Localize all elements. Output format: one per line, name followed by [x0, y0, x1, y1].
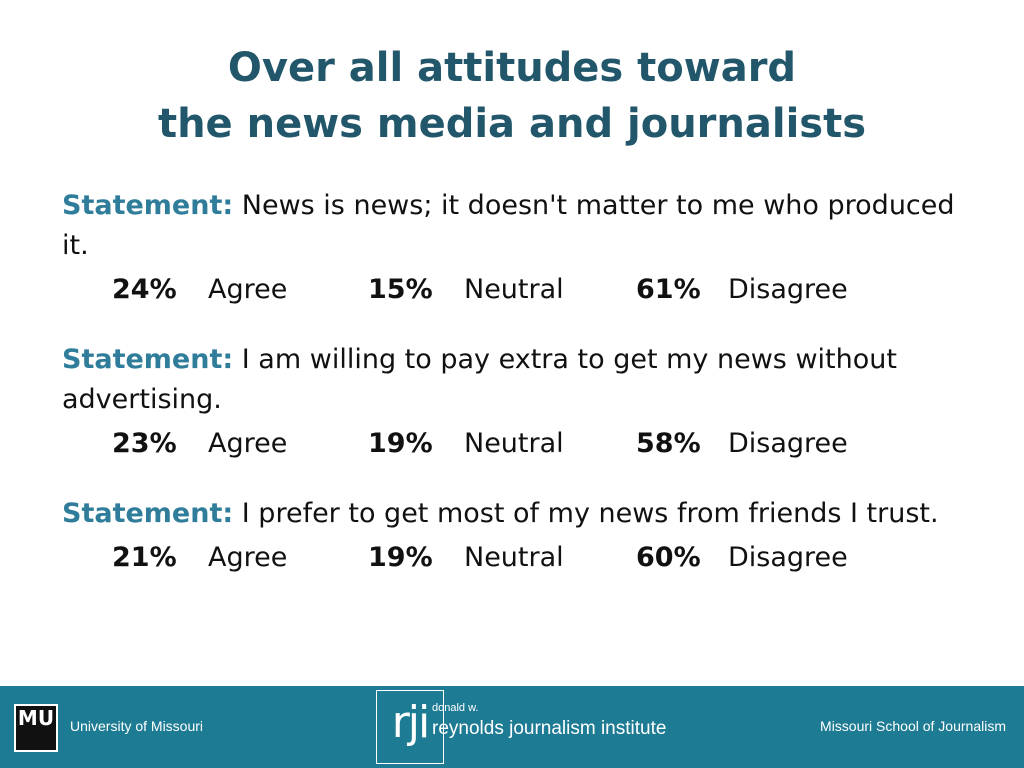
disagree-label: Disagree [728, 428, 848, 459]
rji-institute-name: reynolds journalism institute [432, 718, 667, 739]
slide-title-line-2: the news media and journalists [157, 101, 867, 147]
agree-percent: 21% [112, 542, 177, 573]
result-row-1: 24% Agree 15% Neutral 61% Disagree [62, 266, 972, 314]
rji-small-text: donald w. [432, 702, 479, 714]
agree-label: Agree [208, 274, 288, 305]
university-of-missouri-logo: MU [14, 704, 58, 752]
rji-logo: rji [376, 690, 444, 764]
slide-title: Over all attitudes toward the news media… [0, 40, 1024, 152]
disagree-label: Disagree [728, 274, 848, 305]
statement-1: Statement: News is news; it doesn't matt… [62, 186, 972, 266]
statements-list: Statement: News is news; it doesn't matt… [62, 186, 972, 608]
disagree-label: Disagree [728, 542, 848, 573]
mu-logo-text: MU [17, 706, 55, 730]
statement-text: I prefer to get most of my news from fri… [241, 498, 939, 529]
slide-title-line-1: Over all attitudes toward [227, 45, 797, 91]
agree-label: Agree [208, 542, 288, 573]
statement-text: I am willing to pay extra to get my news… [62, 344, 897, 415]
university-name: University of Missouri [70, 718, 204, 734]
statement-3: Statement: I prefer to get most of my ne… [62, 494, 972, 534]
agree-label: Agree [208, 428, 288, 459]
neutral-percent: 19% [368, 542, 433, 573]
neutral-percent: 19% [368, 428, 433, 459]
result-row-3: 21% Agree 19% Neutral 60% Disagree [62, 534, 972, 582]
statement-label: Statement: [62, 498, 234, 529]
agree-percent: 24% [112, 274, 177, 305]
disagree-percent: 58% [636, 428, 701, 459]
neutral-label: Neutral [464, 274, 564, 305]
statement-text: News is news; it doesn't matter to me wh… [62, 190, 955, 261]
agree-percent: 23% [112, 428, 177, 459]
result-row-2: 23% Agree 19% Neutral 58% Disagree [62, 420, 972, 468]
disagree-percent: 61% [636, 274, 701, 305]
neutral-label: Neutral [464, 542, 564, 573]
neutral-label: Neutral [464, 428, 564, 459]
statement-2: Statement: I am willing to pay extra to … [62, 340, 972, 420]
statement-label: Statement: [62, 190, 234, 221]
disagree-percent: 60% [636, 542, 701, 573]
footer-bar: MU University of Missouri rji donald w. … [0, 686, 1024, 768]
journalism-school-name: Missouri School of Journalism [820, 718, 1006, 734]
neutral-percent: 15% [368, 274, 433, 305]
statement-label: Statement: [62, 344, 234, 375]
